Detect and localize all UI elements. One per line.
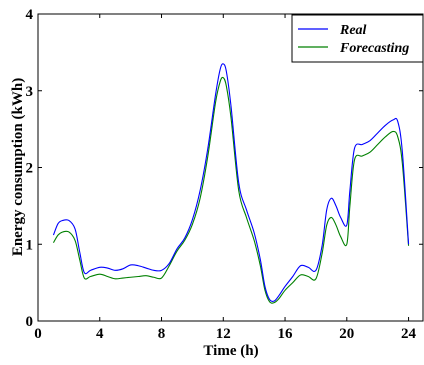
x-tick-label: 24	[401, 326, 417, 342]
x-tick-label: 4	[96, 326, 104, 342]
x-tick-label: 20	[339, 326, 354, 342]
y-tick-label: 2	[26, 161, 34, 177]
series-line-forecasting	[52, 76, 410, 304]
x-tick-label: 12	[216, 326, 231, 342]
y-tick-label: 1	[26, 237, 34, 253]
y-tick-label: 0	[26, 314, 34, 330]
y-axis-label: Energy consumption (kWh)	[10, 78, 26, 256]
x-tick-label: 0	[34, 326, 42, 342]
y-tick-label: 3	[26, 84, 34, 100]
x-tick-label: 8	[158, 326, 166, 342]
series-line-real	[52, 63, 410, 303]
legend-box	[291, 14, 424, 63]
x-tick-label: 16	[278, 326, 294, 342]
x-axis-label: Time (h)	[203, 343, 258, 359]
y-tick-label: 4	[26, 7, 34, 23]
legend-label-forecasting: Forecasting	[339, 41, 409, 56]
legend-label-real: Real	[339, 23, 367, 38]
